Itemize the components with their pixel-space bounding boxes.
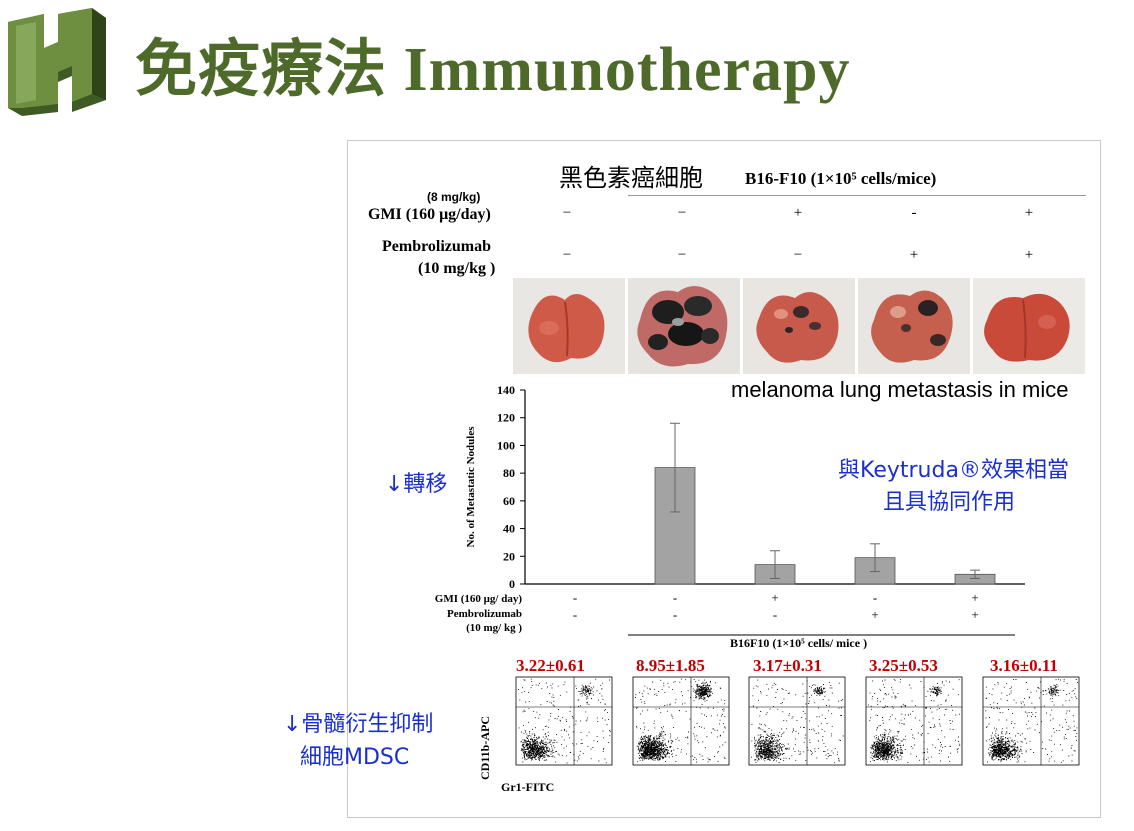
y-tick-label: 100 <box>497 438 515 452</box>
mdsc-annotation-line2: 細胞MDSC <box>300 745 410 770</box>
scatter-dots <box>985 678 1078 763</box>
scatter-dots <box>868 678 961 763</box>
lung-photo <box>743 278 855 374</box>
pembro-dose: (10 mg/kg ) <box>418 260 496 277</box>
pembro-sign: − <box>677 247 687 263</box>
y-tick-label: 140 <box>497 383 515 397</box>
lung-photo <box>858 278 970 374</box>
flow-x-axis-label: Gr1-FITC <box>501 780 555 794</box>
pembro-sign: + <box>971 607 978 622</box>
pembro-sign: + <box>1024 247 1034 263</box>
pembro-sign: − <box>562 247 572 263</box>
plot-frame <box>515 676 613 766</box>
gmi-sign: − <box>677 205 687 221</box>
scatter-dots <box>635 678 726 763</box>
lung-photo <box>628 278 740 374</box>
efficacy-annotation-line1: 與Keytruda®效果相當 <box>838 458 1069 483</box>
pembro-sign: + <box>909 247 919 263</box>
pembro-sign: - <box>673 607 677 622</box>
mdsc-value: 8.95±1.85 <box>636 656 705 675</box>
pembro-sign: − <box>793 247 803 263</box>
gmi-sign: - <box>873 590 877 605</box>
plot-frame <box>748 676 846 766</box>
gmi-sign: - <box>911 205 917 221</box>
pembro-sign: - <box>573 607 577 622</box>
flow-y-axis-label: CD11b-APC <box>478 715 492 780</box>
y-tick-label: 0 <box>509 577 515 591</box>
gmi-sign: + <box>971 590 978 605</box>
melanoma-cell-label: 黑色素癌細胞 <box>559 165 703 192</box>
pembro-row-dose: (10 mg/ kg ) <box>466 622 522 634</box>
gmi-sign: + <box>1024 205 1034 221</box>
mdsc-value: 3.22±0.61 <box>516 656 585 675</box>
efficacy-annotation-line2: 且具協同作用 <box>883 490 1016 515</box>
pembro-sign: - <box>773 607 777 622</box>
pembro-label: Pembrolizumab <box>382 238 492 255</box>
y-tick-label: 120 <box>497 411 515 425</box>
gmi-row-label: GMI (160 μg/ day) <box>435 593 523 605</box>
flow-cytometry-plot <box>515 676 613 766</box>
dose-note: (8 mg/kg) <box>427 190 481 204</box>
y-tick-label: 40 <box>503 522 515 536</box>
y-tick-label: 60 <box>503 494 515 508</box>
mdsc-value: 3.16±0.11 <box>990 656 1058 675</box>
mdsc-annotation-line1: ↓骨髓衍生抑制 <box>283 712 434 737</box>
flow-cytometry-plot <box>632 676 730 766</box>
gmi-sign: + <box>771 590 778 605</box>
gmi-sign: - <box>673 590 677 605</box>
metastatic-nodules-chart: 0 20 40 60 80 100 120 140 No. of Metastatic Nodu… <box>435 383 1025 636</box>
mdsc-value: 3.17±0.31 <box>753 656 822 675</box>
gmi-sign: + <box>793 205 803 221</box>
flow-cytometry-plot <box>982 676 1080 766</box>
lung-photo <box>973 278 1085 374</box>
pembro-sign: + <box>871 607 878 622</box>
flow-cytometry-plot <box>748 676 846 766</box>
y-tick-label: 80 <box>503 466 515 480</box>
group-label: B16F10 (1×10⁵ cells/ mice ) <box>730 636 868 650</box>
model-label: B16-F10 (1×10⁵ cells/mice) <box>745 169 937 188</box>
gmi-label: GMI (160 μg/day) <box>368 206 491 223</box>
y-axis-label: No. of Metastatic Nodules <box>465 426 477 548</box>
scatter-dots <box>751 679 844 764</box>
metastasis-annotation: ↓轉移 <box>385 472 448 497</box>
y-tick-label: 20 <box>503 549 515 563</box>
gmi-sign: − <box>562 205 572 221</box>
page-title: 免疫療法 Immunotherapy <box>135 36 851 104</box>
mdsc-value: 3.25±0.53 <box>869 656 938 675</box>
pembro-row-label: Pembrolizumab <box>447 608 522 620</box>
flow-cytometry-plot <box>865 676 963 766</box>
table-rule <box>628 195 1086 196</box>
scatter-dots <box>518 678 611 764</box>
lung-caption: melanoma lung metastasis in mice <box>731 377 1069 402</box>
company-logo <box>8 8 106 116</box>
lung-photo <box>513 278 625 374</box>
gmi-sign: - <box>573 590 577 605</box>
